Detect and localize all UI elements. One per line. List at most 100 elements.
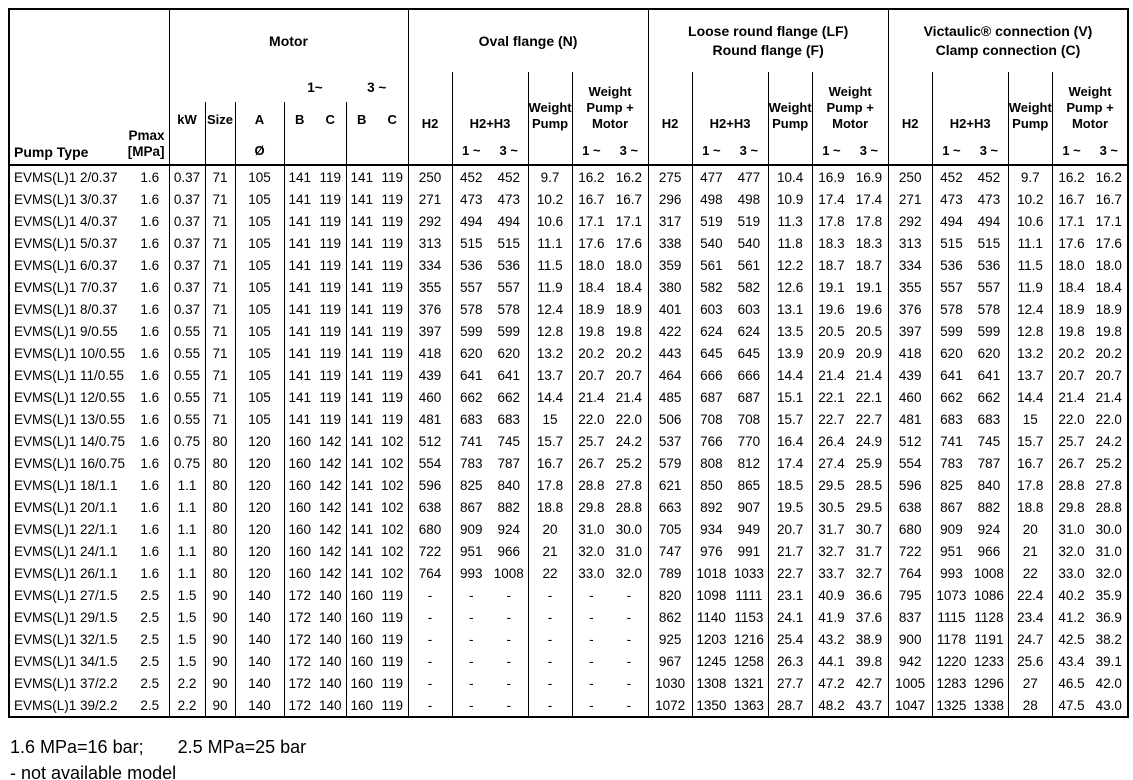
value-cell: 494 [931,210,971,232]
header-n-h2h3-1phase: 1 ~ [451,137,490,165]
value-cell: 1216 [733,631,764,647]
value-cell: 119 [319,213,342,229]
value-cell: - [451,694,490,717]
value-cell: 80 [204,562,235,584]
value-cell: 172 [283,628,315,650]
value-cell: 275 [647,165,693,188]
value-cell: 19.5 [767,496,813,518]
pump-type-cell: EVMS(L)1 39/2.2 [14,697,118,713]
value-cell: 1.5 [168,606,205,628]
value-cell: 20.2 [1095,345,1122,361]
value-cell: 473 [451,188,490,210]
value-cell: 141 [345,430,377,452]
value-cell: 32.0 [615,565,642,581]
value-cell: 119 [319,323,342,339]
header-lf-weight-pump: Weight Pump [767,72,813,137]
value-cell: 30.0 [1095,521,1122,537]
value-cell: 119 [381,631,404,647]
value-cell: 16.2 [1095,169,1122,185]
value-cell: 21.4 [571,386,611,408]
value-cell: 663 [647,496,693,518]
value-cell: 29.5 [855,499,883,515]
value-cell: 473 [977,191,1001,207]
value-cell: 12.4 [527,298,573,320]
value-cell: 33.7 [811,562,851,584]
value-cell: 15 [527,408,573,430]
value-cell: 36.6 [855,587,883,603]
value-cell: 578 [497,301,521,317]
table-row: EVMS(L)1 20/1.1 1.6 1.1 80 120 160 142 141 102 63… [9,496,1128,518]
value-cell: 582 [691,276,731,298]
value-cell: 1258 [733,653,764,669]
value-cell: 28.5 [855,477,883,493]
value-cell: 31.0 [615,543,642,559]
header-vc-weight-pump: Weight Pump [1007,72,1053,137]
value-cell: 1245 [691,650,731,672]
value-cell: 37.6 [855,609,883,625]
value-cell: 40.9 [811,584,851,606]
value-cell: 140 [318,587,342,603]
table-row: EVMS(L)1 5/0.37 1.6 0.37 71 105 141 119 141 119 3… [9,232,1128,254]
value-cell: 0.37 [168,298,205,320]
value-cell: 355 [887,276,933,298]
value-cell: 2.5 [140,653,160,669]
value-cell: 19.8 [1051,320,1091,342]
value-cell: 28.8 [615,499,642,515]
header-spacer [1007,137,1053,165]
value-cell: 1.6 [140,345,160,361]
value-cell: 2.5 [140,675,160,691]
value-cell: 12.8 [1007,320,1053,342]
value-cell: 105 [234,298,284,320]
value-cell: 10.2 [1007,188,1053,210]
value-cell: 80 [204,496,235,518]
value-cell: 21.4 [855,367,883,383]
value-cell: 473 [931,188,971,210]
value-cell: 27.8 [615,477,642,493]
value-cell: 1203 [691,628,731,650]
value-cell: 29.8 [571,496,611,518]
value-cell: 1047 [887,694,933,717]
value-cell: 12.8 [527,320,573,342]
value-cell: 578 [451,298,490,320]
value-cell: 17.1 [1095,213,1122,229]
value-cell: 33.0 [571,562,611,584]
value-cell: 90 [204,606,235,628]
value-cell: 0.37 [168,165,205,188]
value-cell: 561 [691,254,731,276]
value-cell: 867 [931,496,971,518]
value-cell: 741 [451,430,490,452]
value-cell: 512 [407,430,452,452]
value-cell: 722 [887,540,933,562]
header-c-3phase: C [387,112,397,127]
value-cell: 20.2 [615,345,642,361]
value-cell: 141 [283,188,315,210]
header-spacer [204,137,235,165]
value-cell: 71 [204,408,235,430]
pump-type-cell: EVMS(L)1 2/0.37 [14,169,118,185]
value-cell: 515 [977,235,1001,251]
value-cell: 1.6 [140,301,160,317]
value-cell: 31.7 [811,518,851,540]
value-cell: 624 [691,320,731,342]
value-cell: 17.4 [855,191,883,207]
value-cell: 140 [318,631,342,647]
value-cell: 1140 [691,606,731,628]
value-cell: 1325 [931,694,971,717]
value-cell: 680 [407,518,452,540]
value-cell: 80 [204,540,235,562]
pump-type-cell: EVMS(L)1 32/1.5 [14,631,118,647]
value-cell: 90 [204,584,235,606]
value-cell: 515 [497,235,521,251]
value-cell: 10.9 [767,188,813,210]
value-cell: 140 [234,628,284,650]
value-cell: 924 [977,521,1001,537]
value-cell: 596 [407,474,452,496]
value-cell: 1.5 [168,584,205,606]
value-cell: 12.2 [767,254,813,276]
value-cell: 1363 [733,697,764,713]
value-cell: - [527,694,573,717]
value-cell: 2.2 [168,694,205,717]
value-cell: 317 [647,210,693,232]
pump-type-cell: EVMS(L)1 13/0.55 [14,411,126,427]
value-cell: - [626,587,632,603]
